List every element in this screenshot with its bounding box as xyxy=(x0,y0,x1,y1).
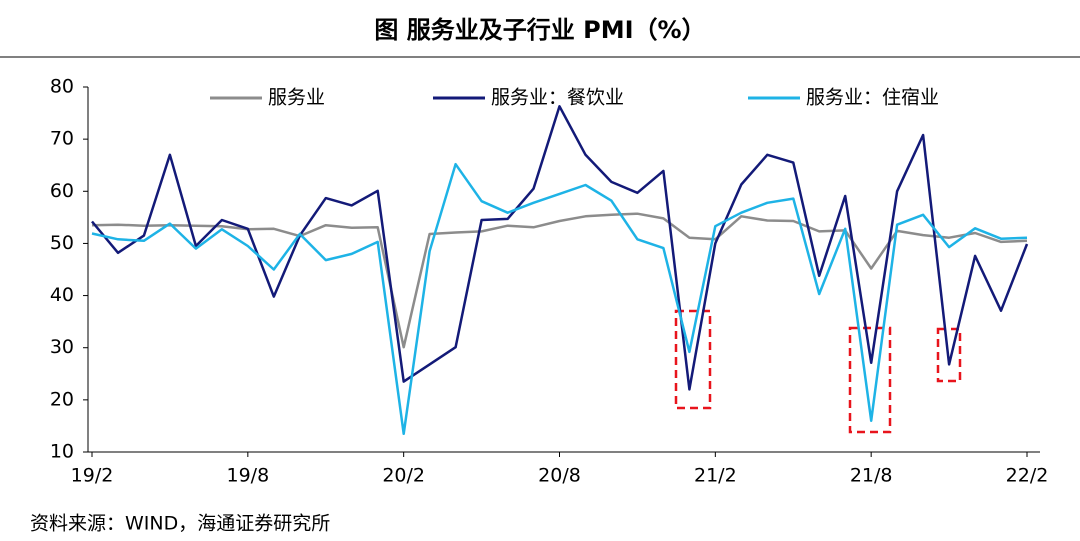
y-tick-label: 60 xyxy=(50,180,74,202)
legend-label: 服务业 xyxy=(268,87,325,109)
y-tick-label: 70 xyxy=(50,128,74,150)
y-tick-label: 20 xyxy=(50,388,74,410)
x-tick-label: 21/2 xyxy=(694,465,737,487)
x-tick-label: 19/2 xyxy=(71,465,114,487)
series-line xyxy=(91,212,1028,349)
legend-label: 服务业：住宿业 xyxy=(806,87,939,109)
x-tick-label: 22/2 xyxy=(1006,465,1049,487)
source-note: 资料来源：WIND，海通证券研究所 xyxy=(30,513,330,535)
y-tick-label: 40 xyxy=(50,284,74,306)
y-tick-label: 50 xyxy=(50,232,74,254)
chart-title: 图 服务业及子行业 PMI（%） xyxy=(374,16,705,44)
y-tick-label: 80 xyxy=(50,76,74,98)
y-tick-label: 30 xyxy=(50,336,74,358)
x-tick-label: 19/8 xyxy=(226,465,269,487)
x-tick-label: 21/8 xyxy=(850,465,893,487)
highlight-box xyxy=(936,327,962,383)
legend-label: 服务业：餐饮业 xyxy=(491,87,624,109)
highlight-box xyxy=(848,326,892,434)
x-tick-label: 20/2 xyxy=(382,465,425,487)
highlight-boxes xyxy=(674,309,962,434)
series-line xyxy=(91,162,1028,436)
series-line xyxy=(91,105,1029,391)
x-tick-label: 20/8 xyxy=(538,465,581,487)
y-tick-label: 10 xyxy=(50,441,74,463)
highlight-box xyxy=(674,309,712,410)
